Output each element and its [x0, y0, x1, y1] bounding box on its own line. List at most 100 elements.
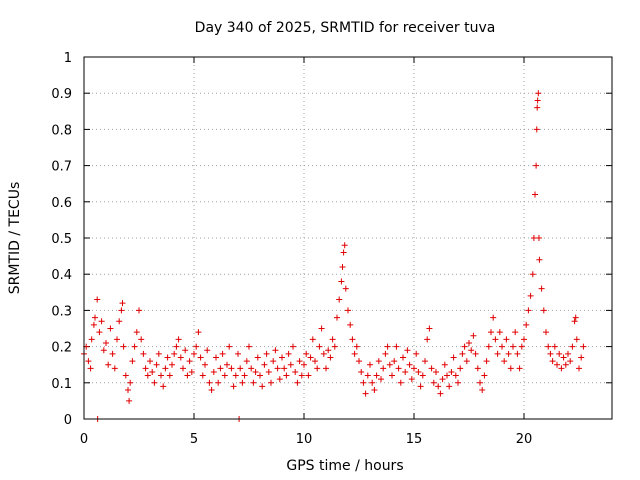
data-point — [105, 361, 112, 368]
data-point — [562, 361, 569, 368]
data-point — [274, 365, 281, 372]
data-point — [375, 358, 382, 365]
data-point — [133, 329, 140, 336]
data-point — [389, 372, 395, 379]
data-point — [339, 263, 346, 270]
data-point — [533, 162, 540, 169]
data-point — [411, 365, 417, 372]
data-point — [554, 361, 560, 368]
data-point — [369, 379, 376, 386]
data-point — [516, 365, 523, 372]
y-tick-label: 0.4 — [51, 268, 72, 283]
data-point — [347, 321, 354, 328]
data-point — [532, 191, 538, 198]
data-point — [408, 376, 415, 383]
data-point — [345, 307, 351, 314]
data-point — [459, 350, 466, 357]
y-tick-label: 0 — [64, 413, 72, 428]
data-point — [312, 358, 318, 365]
data-point — [144, 372, 151, 379]
data-point — [439, 376, 446, 383]
data-point — [341, 242, 348, 249]
data-point — [142, 365, 149, 372]
data-point — [188, 368, 195, 375]
data-point — [252, 368, 259, 375]
data-point — [303, 350, 310, 357]
data-point — [378, 376, 384, 383]
x-tick-label: 15 — [406, 432, 423, 447]
data-point — [496, 329, 503, 336]
x-axis-label: GPS time / hours — [286, 458, 403, 474]
data-point — [87, 365, 94, 372]
y-tick-label: 1 — [64, 51, 72, 66]
data-point — [98, 318, 105, 325]
data-point — [318, 325, 325, 332]
data-point — [283, 372, 290, 379]
data-point — [446, 383, 453, 390]
x-tick-label: 5 — [190, 432, 198, 447]
data-point — [450, 354, 457, 361]
data-point — [173, 343, 180, 350]
data-point — [560, 354, 567, 361]
data-point — [103, 339, 109, 346]
data-point — [131, 343, 138, 350]
data-point — [565, 350, 571, 357]
data-point — [107, 325, 114, 332]
plot-frame — [83, 56, 613, 420]
data-point — [164, 354, 171, 361]
data-point — [535, 235, 542, 241]
data-point — [485, 343, 492, 350]
data-point — [149, 368, 156, 375]
data-point — [571, 318, 578, 325]
data-point — [437, 390, 444, 397]
data-point — [162, 365, 169, 372]
data-point — [298, 372, 305, 379]
data-point — [463, 358, 470, 365]
data-point — [358, 368, 365, 375]
data-point — [166, 372, 173, 379]
data-point — [404, 347, 411, 354]
data-point — [180, 365, 186, 372]
data-point — [481, 372, 488, 379]
data-point — [472, 350, 479, 357]
data-point — [268, 379, 274, 386]
data-point — [527, 292, 534, 299]
data-point — [380, 365, 387, 372]
data-point — [309, 336, 316, 343]
data-point — [193, 343, 200, 350]
data-point — [391, 358, 398, 365]
data-point — [510, 343, 516, 350]
data-point — [406, 361, 413, 368]
data-point — [281, 365, 288, 372]
data-point — [221, 372, 228, 379]
data-point — [417, 383, 424, 390]
data-point — [235, 350, 241, 357]
data-point — [393, 343, 400, 350]
data-point — [175, 336, 182, 343]
data-point — [226, 343, 233, 350]
data-point — [122, 372, 129, 379]
data-point — [340, 249, 347, 256]
data-point — [395, 365, 402, 372]
data-point — [94, 296, 101, 303]
data-point — [301, 361, 307, 368]
data-point — [573, 336, 580, 343]
chart-title: Day 340 of 2025, SRMTID for receiver tuv… — [195, 20, 496, 36]
data-point — [342, 285, 349, 292]
data-point — [422, 358, 428, 365]
data-point — [397, 379, 404, 386]
data-point — [533, 126, 540, 133]
data-point — [360, 379, 367, 386]
y-tick-label: 0.8 — [51, 123, 72, 138]
data-point — [259, 383, 266, 390]
data-point — [530, 235, 537, 241]
data-point — [197, 354, 204, 361]
data-point — [362, 390, 369, 397]
data-point — [276, 376, 283, 383]
data-point — [191, 350, 197, 357]
data-point — [386, 361, 393, 368]
data-point — [534, 104, 541, 111]
data-point — [195, 329, 202, 336]
data-point — [435, 383, 442, 390]
